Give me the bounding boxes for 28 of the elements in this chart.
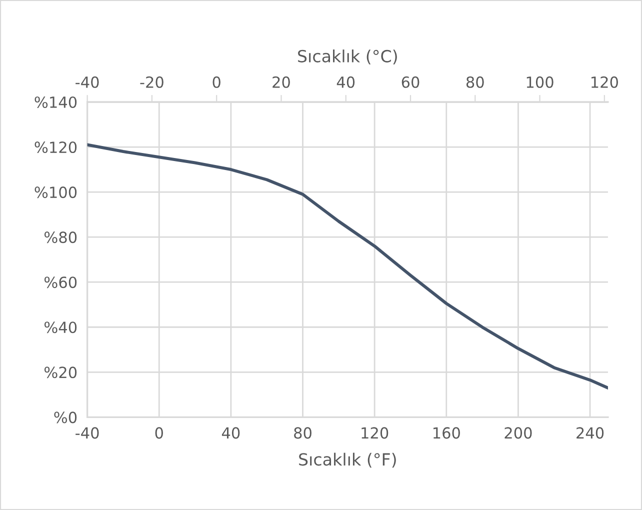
x-tick-label: -40 (76, 427, 99, 439)
x2-tick-label: 20 (272, 76, 290, 88)
x-tick-label: 80 (294, 427, 312, 439)
x2-tick-label: 0 (212, 76, 220, 88)
x2-tick-label: 100 (526, 76, 554, 88)
y-tick-label: %20 (44, 366, 77, 378)
y-tick-label: %60 (44, 276, 77, 288)
x2-tick-label: 80 (466, 76, 484, 88)
x2-tick-label: 40 (336, 76, 355, 88)
x-tick-label: 120 (362, 427, 388, 439)
line-series (87, 143, 608, 390)
x-tick-label: 0 (155, 427, 163, 439)
y-tick-label: %40 (44, 322, 77, 334)
x-tick-label: 160 (433, 427, 460, 439)
x2-tick-label: -20 (140, 76, 164, 88)
y-tick-label: %120 (34, 141, 77, 154)
x2-tick-label: 60 (402, 76, 420, 88)
y-tick-label: %0 (54, 412, 77, 424)
x2-tick-label: 120 (592, 76, 618, 88)
y-tick-label: %140 (34, 96, 77, 108)
y-tick-label: %100 (34, 186, 77, 198)
x2-axis-title: Sıcaklık (°C) (298, 50, 397, 64)
x-tick-label: 240 (576, 427, 604, 439)
x-axis-title: Sıcaklık (°F) (299, 452, 396, 468)
y-tick-label: %80 (44, 232, 77, 244)
x2-tick-label: -40 (76, 76, 99, 88)
x-tick-label: 200 (504, 427, 532, 439)
x-tick-label: 40 (222, 427, 240, 439)
